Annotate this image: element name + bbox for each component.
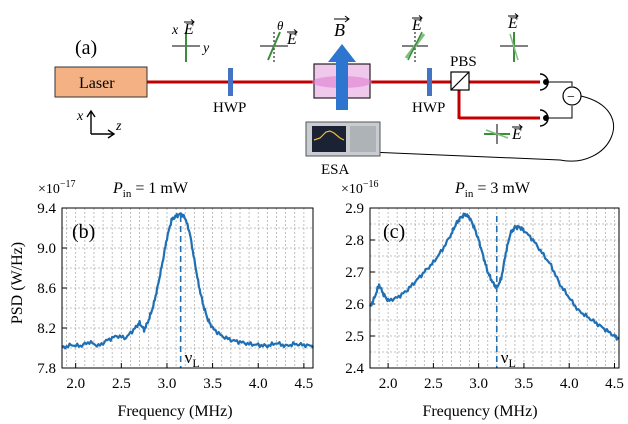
polarization-glyph-2: θ E <box>260 18 298 62</box>
x-tick-label: 2.5 <box>112 376 131 392</box>
y-tick-label: 9.4 <box>37 201 56 217</box>
psd-chart-b: ×10−17 Pin = 1 mW 2.0 2.5 3.0 3.5 4.0 4.5 7.8 8… <box>9 179 314 420</box>
x-tick-label: 3.5 <box>515 376 534 392</box>
vector-arrowhead <box>518 124 523 130</box>
b-field-arrow <box>328 44 356 110</box>
wire-2 <box>549 106 573 119</box>
chart-c-axes-box <box>369 207 620 369</box>
chart-c-larmor-label: νL <box>501 348 516 370</box>
pbs-label: PBS <box>450 54 477 70</box>
detector-2-dot <box>543 115 549 121</box>
esa-cable <box>369 95 614 162</box>
x-tick-label: 3.0 <box>158 376 177 392</box>
glyph1-e: E <box>183 21 194 38</box>
vector-arrowhead <box>418 15 423 21</box>
chart-b-tick-labels: 2.0 2.5 3.0 3.5 4.0 4.5 7.8 8.2 8.6 9.0 9.4 <box>37 201 313 392</box>
hwp-label-1: HWP <box>213 100 246 116</box>
y-tick-label: 8.6 <box>37 281 56 297</box>
x-tick-label: 3.0 <box>469 376 488 392</box>
polarization-glyph-4: E <box>500 13 528 62</box>
x-tick-label: 2.0 <box>66 376 85 392</box>
x-tick-label: 4.5 <box>294 376 313 392</box>
glyph1-x: x <box>171 23 179 38</box>
y-tick-label: 2.9 <box>345 201 364 217</box>
glyph4-e: E <box>507 15 518 32</box>
esa-screen-trace <box>313 130 345 141</box>
detector-1-dot <box>543 79 549 85</box>
glyph3-e: E <box>411 17 422 34</box>
hwp-plate-2 <box>427 68 432 96</box>
y-tick-label: 2.5 <box>345 329 364 345</box>
chart-b-grid <box>62 208 314 368</box>
x-tick-label: 2.0 <box>379 376 398 392</box>
chart-b-title: Pin = 1 mW <box>112 180 189 200</box>
glyph2-e: E <box>286 31 297 48</box>
axis-x-label: x <box>76 109 84 124</box>
chart-c-panel-label: (c) <box>383 221 405 243</box>
glyph5-e: E <box>511 126 522 143</box>
polarization-glyph-5: E <box>484 124 523 144</box>
chart-b-axes-box <box>61 207 314 369</box>
chart-c-grid <box>369 208 619 368</box>
y-tick-label: 2.6 <box>345 297 364 313</box>
chart-b-xlabel: Frequency (MHz) <box>117 403 232 420</box>
y-tick-label: 8.2 <box>37 321 56 337</box>
b-field-vector-arrowhead <box>344 15 350 23</box>
setup-schematic: (a) Laser HWP B HWP PBS <box>54 13 614 178</box>
esa-knob-panel <box>350 126 376 152</box>
hwp-plate-1 <box>228 68 233 96</box>
chart-c-title: Pin = 3 mW <box>454 180 531 200</box>
axis-z-label: z <box>115 119 122 134</box>
esa-label: ESA <box>321 162 350 178</box>
y-tick-label: 7.8 <box>37 361 56 377</box>
polarization-glyph-3: E <box>402 15 428 62</box>
x-tick-label: 3.5 <box>203 376 222 392</box>
x-tick-label: 4.0 <box>249 376 268 392</box>
y-tick-label: 9.0 <box>37 241 56 257</box>
chart-c-exponent: ×10−16 <box>341 179 379 197</box>
wire-1 <box>549 81 573 86</box>
chart-b-series-line <box>61 212 314 350</box>
coordinate-axes: x z <box>76 109 122 139</box>
glyph2-theta: θ <box>277 18 284 33</box>
psd-chart-c: ×10−16 Pin = 3 mW 2.0 2.5 3.0 3.5 4.0 4.52.42… <box>341 179 624 420</box>
chart-c-tick-labels: 2.0 2.5 3.0 3.5 4.0 4.5 2.4 2.5 2.6 2.7 2.8 2.9 <box>345 201 624 392</box>
x-tick-label: 4.0 <box>560 376 579 392</box>
laser-label: Laser <box>79 75 115 92</box>
laser-box <box>54 66 148 98</box>
chart-b-ylabel: PSD (W/Hz) <box>9 242 26 324</box>
vector-arrowhead <box>293 29 298 35</box>
polarization-glyph-1: x E y <box>171 19 210 62</box>
b-field-symbol: B <box>334 20 345 40</box>
subtractor-symbol: − <box>567 90 575 105</box>
y-tick-label: 2.8 <box>345 233 364 249</box>
y-tick-label: 2.7 <box>345 265 364 281</box>
chart-b-exponent: ×10−17 <box>38 179 76 197</box>
glyph1-y: y <box>201 41 210 56</box>
chart-c-xlabel: Frequency (MHz) <box>422 403 537 420</box>
y-tick-label: 2.4 <box>345 361 364 377</box>
chart-b-panel-label: (b) <box>72 221 95 243</box>
panel-a-label: (a) <box>75 37 97 59</box>
x-tick-label: 2.5 <box>424 376 443 392</box>
chart-c-series-line <box>368 212 620 341</box>
pbs-diagonal <box>450 71 470 91</box>
chart-b-larmor-label: νL <box>185 348 200 370</box>
x-tick-label: 4.5 <box>605 376 624 392</box>
vector-arrowhead <box>514 13 519 19</box>
hwp-label-2: HWP <box>412 100 445 116</box>
vector-arrowhead <box>190 19 195 25</box>
